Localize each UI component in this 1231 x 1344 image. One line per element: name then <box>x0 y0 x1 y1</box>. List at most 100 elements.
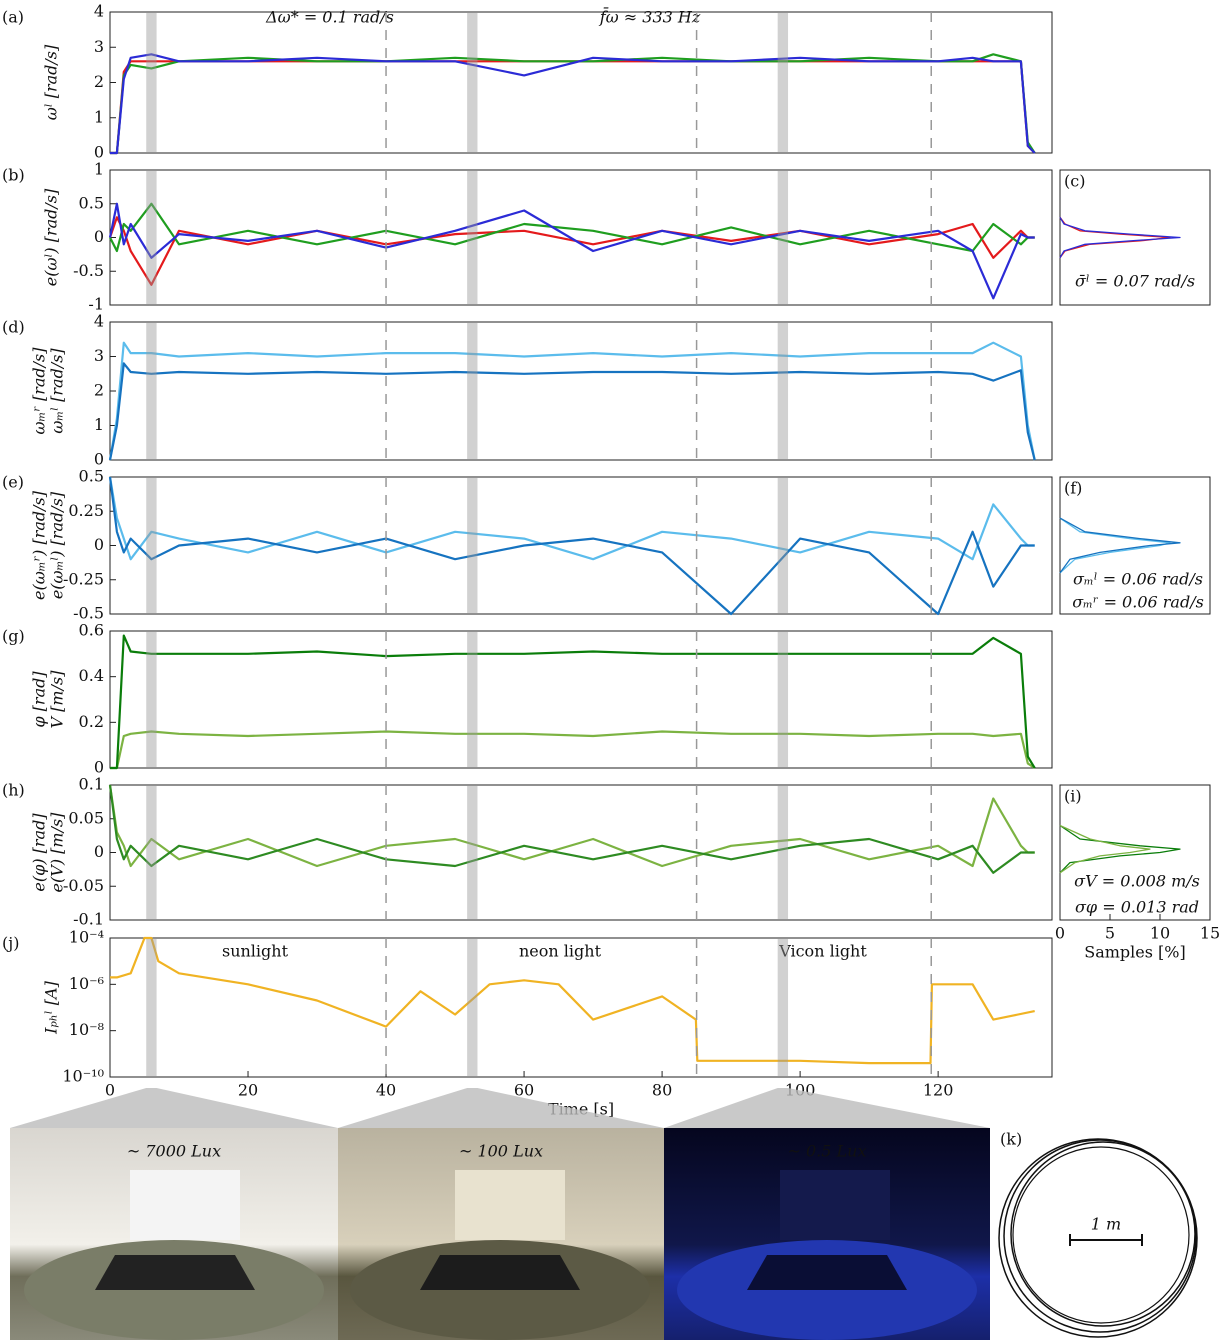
trajectory-loop <box>998 1138 1198 1338</box>
highlight-band <box>777 478 789 613</box>
x-tick-label: 15 <box>1200 924 1220 943</box>
panel-label: (a) <box>2 8 24 27</box>
y-axis-label: V [m/s] <box>48 670 67 729</box>
highlight-band <box>777 171 789 304</box>
highlight-band <box>146 171 157 304</box>
series-line <box>110 936 1035 1065</box>
panel-label: (d) <box>2 318 25 337</box>
panel-label: (j) <box>2 934 19 953</box>
annotation: σₘʳ = 0.06 rad/s <box>1072 593 1204 612</box>
highlight-band <box>146 478 157 613</box>
highlight-band <box>777 786 789 919</box>
series-line <box>110 730 1036 770</box>
series-line <box>110 634 1036 770</box>
panel-label: (e) <box>2 473 24 492</box>
highlight-band <box>146 323 157 459</box>
highlight-band <box>467 632 478 767</box>
panel-label: (c) <box>1064 172 1085 191</box>
photo-wall <box>455 1170 565 1240</box>
lux-label: ~ 100 Lux <box>459 1142 543 1161</box>
panel-label: (k) <box>1000 1130 1022 1149</box>
panel-label: (b) <box>2 166 25 185</box>
annotation: Δω* = 0.1 rad/s <box>265 8 394 27</box>
y-tick-label: 0.6 <box>79 621 104 640</box>
y-tick-label: 0 <box>94 758 104 777</box>
highlight-band <box>777 323 789 459</box>
x-tick-label: 120 <box>923 1081 954 1100</box>
x-tick-label: 60 <box>514 1081 534 1100</box>
y-tick-label: 0.5 <box>79 193 104 212</box>
x-tick-label: 5 <box>1105 924 1115 943</box>
x-tick-label: 0 <box>105 1081 115 1100</box>
projection <box>664 1088 990 1128</box>
y-tick-label: -0.05 <box>63 876 104 895</box>
x-tick-label: 0 <box>1055 924 1065 943</box>
annotation: sunlight <box>222 942 289 961</box>
highlight-band <box>467 323 478 459</box>
series-line <box>1059 824 1151 874</box>
highlight-band <box>467 786 478 919</box>
series-line <box>108 362 1036 461</box>
highlight-band <box>777 939 789 1076</box>
series-line <box>108 476 1035 561</box>
x-tick-label: 40 <box>376 1081 396 1100</box>
plot-frame <box>109 630 1053 769</box>
series-line <box>108 202 1035 300</box>
y-tick-label: 10⁻⁸ <box>69 1020 104 1039</box>
y-tick-label: 10⁻⁶ <box>69 974 104 993</box>
y-axis-label: ωₘʳ [rad/s] <box>30 347 49 435</box>
y-tick-label: 10⁻¹⁰ <box>62 1067 104 1086</box>
y-tick-label: 1 <box>94 107 104 126</box>
photo-mat <box>95 1255 255 1290</box>
y-tick-label: 0 <box>94 450 104 469</box>
plot-frame <box>109 784 1053 921</box>
plot-frame <box>109 476 1053 615</box>
trajectory-panel: 1 m (k) <box>998 1130 1198 1338</box>
y-axis-label: φ [rad] <box>30 671 49 728</box>
y-tick-label: 0.2 <box>79 712 104 731</box>
y-tick-label: 1 <box>94 415 104 434</box>
panel-label: (f) <box>1064 479 1082 498</box>
photo-mat <box>420 1255 580 1290</box>
x-tick-label: 80 <box>652 1081 672 1100</box>
highlight-band <box>146 786 157 919</box>
panel-label: (g) <box>2 627 25 646</box>
series-line <box>108 341 1036 461</box>
highlight-band <box>777 13 789 152</box>
y-axis-label: e(ωₘˡ) [rad/s] <box>48 491 67 599</box>
highlight-band <box>467 478 478 613</box>
lux-label: ~ 7000 Lux <box>127 1142 221 1161</box>
y-tick-label: 1 <box>94 160 104 179</box>
trajectory-loop <box>1012 1146 1190 1324</box>
scale-label: 1 m <box>1091 1215 1121 1234</box>
trajectory-loop <box>1003 1139 1197 1333</box>
plot-frame <box>1059 169 1211 306</box>
series-line <box>108 784 1035 868</box>
y-axis-label: e(V) [m/s] <box>48 812 67 893</box>
y-tick-label: 0.5 <box>79 467 104 486</box>
y-tick-label: 4 <box>94 312 104 331</box>
y-axis-label: e(φ) [rad] <box>30 813 49 892</box>
series-line <box>1059 216 1181 259</box>
series-line <box>1059 517 1181 574</box>
trajectory-loop <box>1010 1141 1196 1327</box>
y-tick-label: 0 <box>94 842 104 861</box>
y-tick-label: 0.25 <box>68 501 104 520</box>
plot-frame <box>1059 476 1211 615</box>
panel-label: (h) <box>2 781 25 800</box>
photo-wall <box>780 1170 890 1240</box>
plot-frame <box>1059 784 1211 921</box>
y-axis-label: ωₘˡ [rad/s] <box>48 348 67 434</box>
y-tick-label: 0 <box>94 535 104 554</box>
photo-strip <box>10 1128 990 1340</box>
y-tick-label: 0.05 <box>68 808 104 827</box>
highlight-band <box>146 632 157 767</box>
y-axis-label: e(ωₘʳ) [rad/s] <box>30 490 49 600</box>
y-tick-label: -0.5 <box>73 261 104 280</box>
panel-label: (i) <box>1064 787 1082 806</box>
plot-frame <box>109 937 1053 1078</box>
y-tick-label: 0 <box>94 143 104 162</box>
highlight-band <box>467 939 478 1076</box>
annotation: σ̄ˡ = 0.07 rad/s <box>1075 272 1195 291</box>
plot-frame <box>109 11 1053 154</box>
